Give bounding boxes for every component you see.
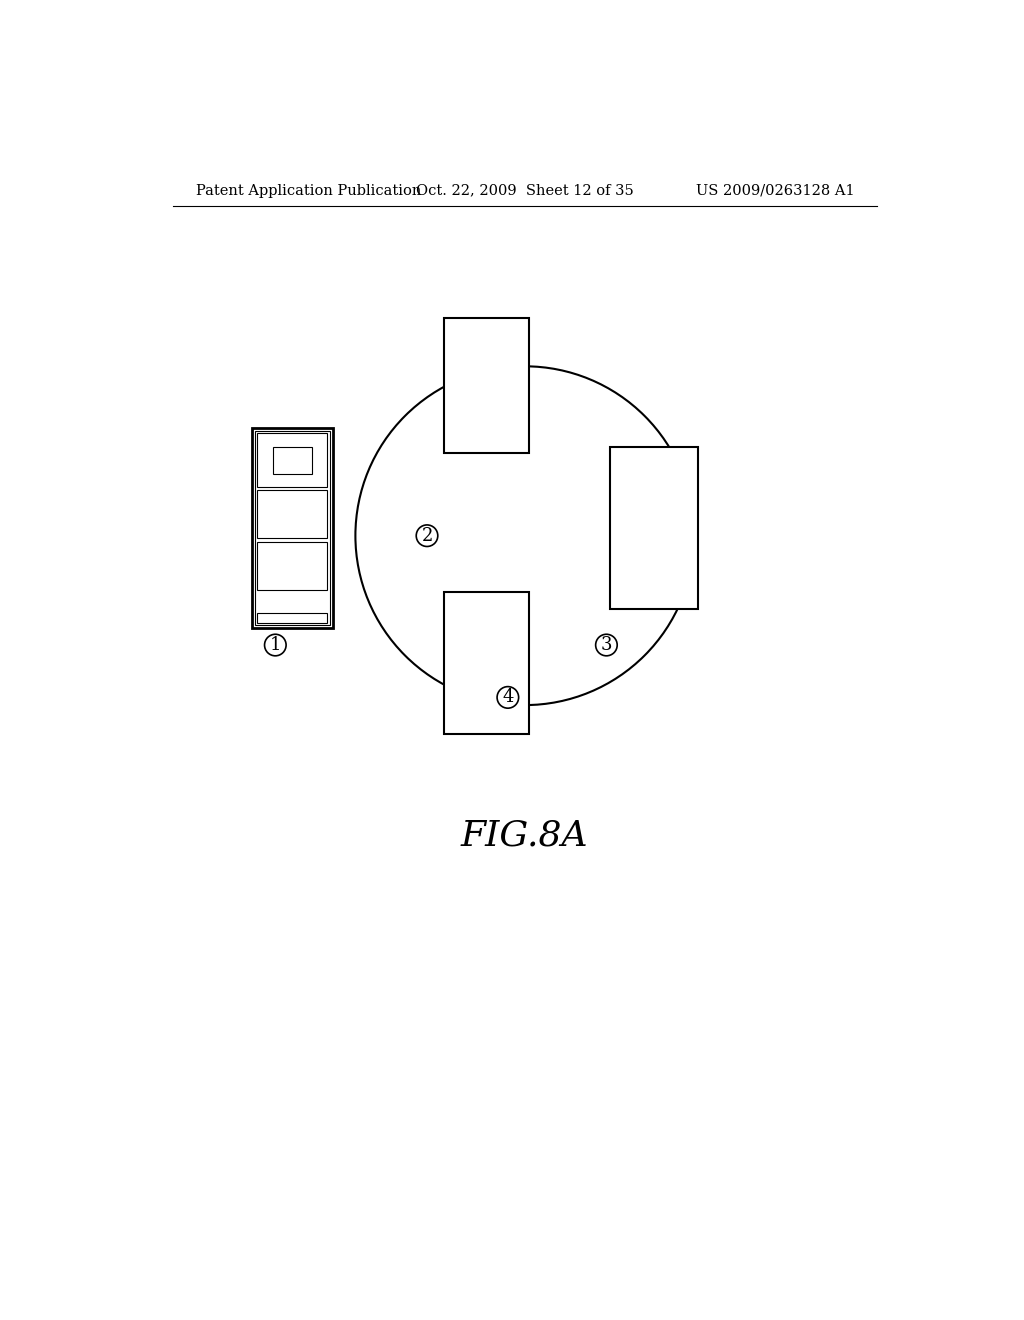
Bar bbox=[444, 591, 528, 734]
Bar bbox=[610, 447, 698, 609]
Bar bbox=[252, 428, 333, 628]
Text: Patent Application Publication: Patent Application Publication bbox=[196, 183, 422, 198]
Text: 4: 4 bbox=[502, 689, 514, 706]
Circle shape bbox=[497, 686, 518, 708]
Circle shape bbox=[596, 635, 617, 656]
Text: US 2009/0263128 A1: US 2009/0263128 A1 bbox=[695, 183, 854, 198]
Text: 3: 3 bbox=[601, 636, 612, 653]
Text: FIG.8A: FIG.8A bbox=[461, 818, 589, 853]
Bar bbox=[257, 541, 328, 590]
Text: 2: 2 bbox=[421, 527, 433, 545]
Text: Oct. 22, 2009  Sheet 12 of 35: Oct. 22, 2009 Sheet 12 of 35 bbox=[416, 183, 634, 198]
Bar bbox=[444, 318, 528, 453]
Bar bbox=[257, 612, 328, 623]
Circle shape bbox=[264, 635, 286, 656]
Bar bbox=[273, 446, 311, 474]
Bar bbox=[257, 491, 328, 539]
Bar bbox=[255, 430, 330, 626]
Text: 1: 1 bbox=[269, 636, 281, 653]
Bar bbox=[257, 433, 328, 487]
Circle shape bbox=[416, 525, 438, 546]
